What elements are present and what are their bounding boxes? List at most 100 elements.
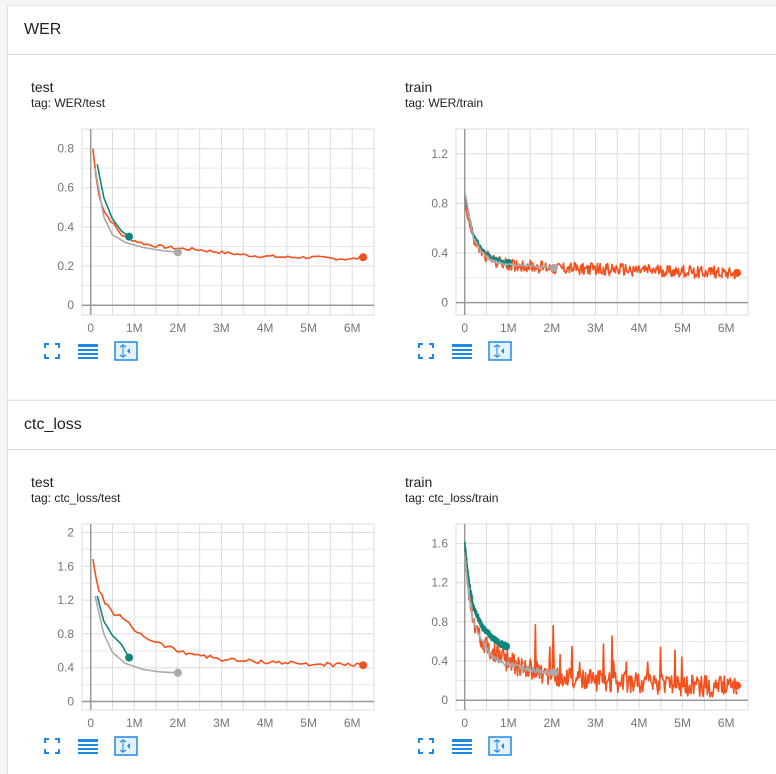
- fit-icon[interactable]: [414, 735, 438, 757]
- y-tick-label: 0.4: [57, 661, 74, 675]
- series-endpoint[interactable]: [502, 642, 511, 651]
- x-tick-label: 6M: [344, 716, 361, 730]
- series-line-gray: [463, 191, 555, 270]
- y-tick-label: 0.4: [431, 654, 448, 668]
- plot-frame: [81, 128, 375, 316]
- x-tick-label: 0: [87, 321, 94, 335]
- y-tick-label: 0.8: [57, 627, 74, 641]
- y-tick-label: 0.2: [57, 259, 74, 273]
- line-chart[interactable]: 0 0.2 0.4 0.6 0.8 0 1M 2M 3M 4M 5M 6M: [8, 115, 388, 335]
- series-line-gray: [463, 555, 555, 676]
- fit-icon[interactable]: [414, 340, 438, 362]
- x-tick-label: 4M: [257, 716, 274, 730]
- x-tick-label: 6M: [344, 321, 361, 335]
- chart-title: test: [31, 79, 54, 95]
- log-scale-icon[interactable]: [450, 735, 474, 757]
- grid: [82, 524, 375, 710]
- series-line-gray: [94, 168, 178, 254]
- x-tick-label: 0: [461, 716, 468, 730]
- chart-tag: tag: ctc_loss/test: [31, 491, 121, 505]
- series-line-teal: [96, 595, 130, 659]
- x-tick-label: 2M: [170, 321, 187, 335]
- section-header[interactable]: ctc_loss: [8, 401, 776, 450]
- y-tick-label: 0.8: [431, 196, 448, 210]
- series-endpoint[interactable]: [173, 248, 182, 257]
- series-endpoint[interactable]: [125, 653, 134, 662]
- y-tick-label: 0.8: [431, 615, 448, 629]
- series-endpoint[interactable]: [733, 681, 742, 690]
- series-line-orange: [92, 558, 364, 668]
- y-tick-label: 1.2: [431, 147, 448, 161]
- y-tick-label: 1.2: [57, 593, 74, 607]
- plot-frame: [81, 523, 375, 711]
- line-chart[interactable]: 0 0.4 0.8 1.2 0 1M 2M 3M 4M 5M 6M: [382, 115, 762, 335]
- x-tick-label: 2M: [170, 716, 187, 730]
- series-endpoint[interactable]: [733, 268, 742, 277]
- fit-icon[interactable]: [40, 735, 64, 757]
- y-tick-label: 0.6: [57, 181, 74, 195]
- log-scale-icon[interactable]: [450, 340, 474, 362]
- x-tick-label: 1M: [126, 716, 143, 730]
- fit-icon[interactable]: [40, 340, 64, 362]
- section-header[interactable]: WER: [8, 6, 776, 55]
- x-tick-label: 3M: [587, 321, 604, 335]
- log-scale-icon[interactable]: [76, 340, 100, 362]
- y-tick-label: 2: [67, 525, 74, 539]
- y-tick-label: 0.4: [57, 220, 74, 234]
- y-tick-label: 0: [67, 298, 74, 312]
- chart-tag: tag: WER/test: [31, 96, 106, 110]
- series-endpoint[interactable]: [125, 232, 134, 241]
- expand-icon[interactable]: [488, 735, 512, 757]
- chart-card: train tag: ctc_loss/train 0 0.4 0.8 1.2 1.6 0…: [382, 450, 762, 756]
- section-wer: WER test tag: WER/test 0 0.2 0.4 0.6 0.8 0 1M 2…: [7, 5, 776, 399]
- x-tick-label: 0: [461, 321, 468, 335]
- x-tick-label: 4M: [631, 321, 648, 335]
- grid: [82, 129, 375, 315]
- x-tick-label: 4M: [257, 321, 274, 335]
- chart-tag: tag: ctc_loss/train: [405, 491, 499, 505]
- section-title: ctc_loss: [24, 416, 82, 433]
- x-tick-label: 1M: [126, 321, 143, 335]
- chart-title: train: [405, 79, 433, 95]
- chart-title: train: [405, 474, 433, 490]
- x-tick-label: 4M: [631, 716, 648, 730]
- x-tick-label: 1M: [500, 716, 517, 730]
- log-scale-icon[interactable]: [76, 735, 100, 757]
- section-ctc-loss: ctc_loss test tag: ctc_loss/test 0 0.4 0.8…: [7, 400, 776, 774]
- y-tick-label: 1.6: [431, 537, 448, 551]
- grid: [456, 129, 749, 315]
- y-tick-label: 0.4: [431, 246, 448, 260]
- x-tick-label: 1M: [500, 321, 517, 335]
- x-tick-label: 5M: [674, 321, 691, 335]
- plot-frame: [455, 128, 749, 316]
- y-tick-label: 1.2: [431, 576, 448, 590]
- x-tick-label: 3M: [587, 716, 604, 730]
- series-endpoint[interactable]: [359, 253, 368, 262]
- y-tick-label: 0: [441, 693, 448, 707]
- x-tick-label: 3M: [213, 321, 230, 335]
- y-tick-label: 0.8: [57, 142, 74, 156]
- expand-icon[interactable]: [488, 340, 512, 362]
- chart-card: test tag: ctc_loss/test 0 0.4 0.8 1.2 1.6 2 0 1…: [8, 450, 388, 756]
- x-tick-label: 2M: [544, 321, 561, 335]
- y-tick-label: 0: [441, 296, 448, 310]
- line-chart[interactable]: 0 0.4 0.8 1.2 1.6 0 1M 2M 3M 4M 5M 6M: [382, 510, 762, 730]
- chart-card: test tag: WER/test 0 0.2 0.4 0.6 0.8 0 1M 2M 3M 4…: [8, 55, 388, 361]
- series-endpoint[interactable]: [550, 263, 559, 272]
- plot-frame: [455, 523, 749, 711]
- expand-icon[interactable]: [114, 340, 138, 362]
- series-line-gray: [94, 595, 178, 674]
- chart-tag: tag: WER/train: [405, 96, 484, 110]
- x-tick-label: 6M: [718, 321, 735, 335]
- series-endpoint[interactable]: [359, 661, 368, 670]
- x-tick-label: 0: [87, 716, 94, 730]
- x-tick-label: 3M: [213, 716, 230, 730]
- line-chart[interactable]: 0 0.4 0.8 1.2 1.6 2 0 1M 2M 3M 4M 5M 6M: [8, 510, 388, 730]
- expand-icon[interactable]: [114, 735, 138, 757]
- series-line-orange: [463, 553, 738, 698]
- series-endpoint[interactable]: [173, 668, 182, 677]
- x-tick-label: 5M: [300, 716, 317, 730]
- series-endpoint[interactable]: [550, 668, 559, 677]
- x-tick-label: 5M: [300, 321, 317, 335]
- section-title: WER: [24, 21, 62, 38]
